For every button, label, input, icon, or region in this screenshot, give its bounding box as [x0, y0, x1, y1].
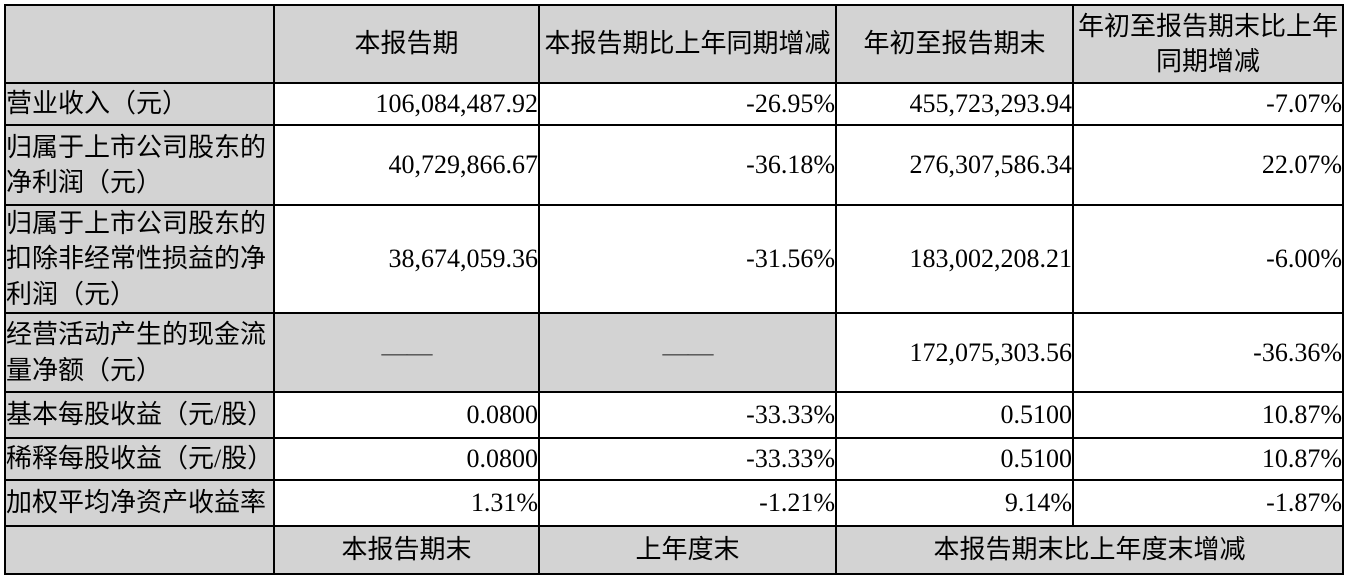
cell-value: 172,075,303.56	[835, 312, 1074, 394]
footer-cell-change-vs-prior-year-end: 本报告期末比上年度末增减	[835, 525, 1344, 576]
header-cell-current-period: 本报告期	[273, 4, 540, 84]
header-cell-ytd-yoy-change: 年初至报告期末比上年同期增减	[1072, 4, 1344, 84]
cell-value: -36.36%	[1072, 312, 1344, 394]
header-cell-year-to-date: 年初至报告期末	[835, 4, 1074, 84]
header-cell-empty	[4, 4, 275, 84]
cell-value: 10.87%	[1072, 437, 1344, 482]
key-financials-table: 本报告期 本报告期比上年同期增减 年初至报告期末 年初至报告期末比上年同期增减 …	[4, 4, 1344, 576]
cell-value: 0.0800	[273, 391, 540, 440]
table-row: 加权平均净资产收益率 1.31% -1.21% 9.14% -1.87%	[4, 479, 1344, 528]
header-cell-period-yoy-change: 本报告期比上年同期增减	[538, 4, 837, 84]
row-label-weighted-avg-roe: 加权平均净资产收益率	[4, 479, 275, 528]
cell-value: 0.5100	[835, 437, 1074, 482]
cell-value: 22.07%	[1072, 124, 1344, 206]
cell-value: 40,729,866.67	[273, 124, 540, 206]
row-label-basic-eps: 基本每股收益（元/股）	[4, 391, 275, 440]
table-row: 营业收入（元） 106,084,487.92 -26.95% 455,723,2…	[4, 82, 1344, 126]
table-row: 归属于上市公司股东的净利润（元） 40,729,866.67 -36.18% 2…	[4, 124, 1344, 206]
cell-value: 276,307,586.34	[835, 124, 1074, 206]
cell-value-dash: ——	[273, 312, 540, 394]
cell-value-dash: ——	[538, 312, 837, 394]
cell-value: 0.0800	[273, 437, 540, 482]
cell-value: -31.56%	[538, 203, 837, 315]
table-footer-row: 本报告期末 上年度末 本报告期末比上年度末增减	[4, 525, 1344, 576]
footer-cell-empty	[4, 525, 275, 576]
table-row: 稀释每股收益（元/股） 0.0800 -33.33% 0.5100 10.87%	[4, 437, 1344, 482]
table-row: 经营活动产生的现金流量净额（元） —— —— 172,075,303.56 -3…	[4, 312, 1344, 394]
cell-value: 455,723,293.94	[835, 82, 1074, 126]
cell-value: 183,002,208.21	[835, 203, 1074, 315]
cell-value: -1.87%	[1072, 479, 1344, 528]
row-label-revenue: 营业收入（元）	[4, 82, 275, 126]
cell-value: 106,084,487.92	[273, 82, 540, 126]
cell-value: 1.31%	[273, 479, 540, 528]
footer-cell-end-of-period: 本报告期末	[273, 525, 540, 576]
cell-value: -6.00%	[1072, 203, 1344, 315]
cell-value: -33.33%	[538, 391, 837, 440]
cell-value: -33.33%	[538, 437, 837, 482]
row-label-operating-cash-flow: 经营活动产生的现金流量净额（元）	[4, 312, 275, 394]
cell-value: -7.07%	[1072, 82, 1344, 126]
cell-value: -26.95%	[538, 82, 837, 126]
table-row: 基本每股收益（元/股） 0.0800 -33.33% 0.5100 10.87%	[4, 391, 1344, 440]
row-label-diluted-eps: 稀释每股收益（元/股）	[4, 437, 275, 482]
cell-value: 9.14%	[835, 479, 1074, 528]
cell-value: 10.87%	[1072, 391, 1344, 440]
row-label-net-profit: 归属于上市公司股东的净利润（元）	[4, 124, 275, 206]
cell-value: 38,674,059.36	[273, 203, 540, 315]
table-row: 归属于上市公司股东的扣除非经常性损益的净利润（元） 38,674,059.36 …	[4, 203, 1344, 315]
footer-cell-end-of-prior-year: 上年度末	[538, 525, 837, 576]
cell-value: 0.5100	[835, 391, 1074, 440]
row-label-net-profit-excl-nonrecurring: 归属于上市公司股东的扣除非经常性损益的净利润（元）	[4, 203, 275, 315]
cell-value: -1.21%	[538, 479, 837, 528]
cell-value: -36.18%	[538, 124, 837, 206]
table-header-row: 本报告期 本报告期比上年同期增减 年初至报告期末 年初至报告期末比上年同期增减	[4, 4, 1344, 84]
